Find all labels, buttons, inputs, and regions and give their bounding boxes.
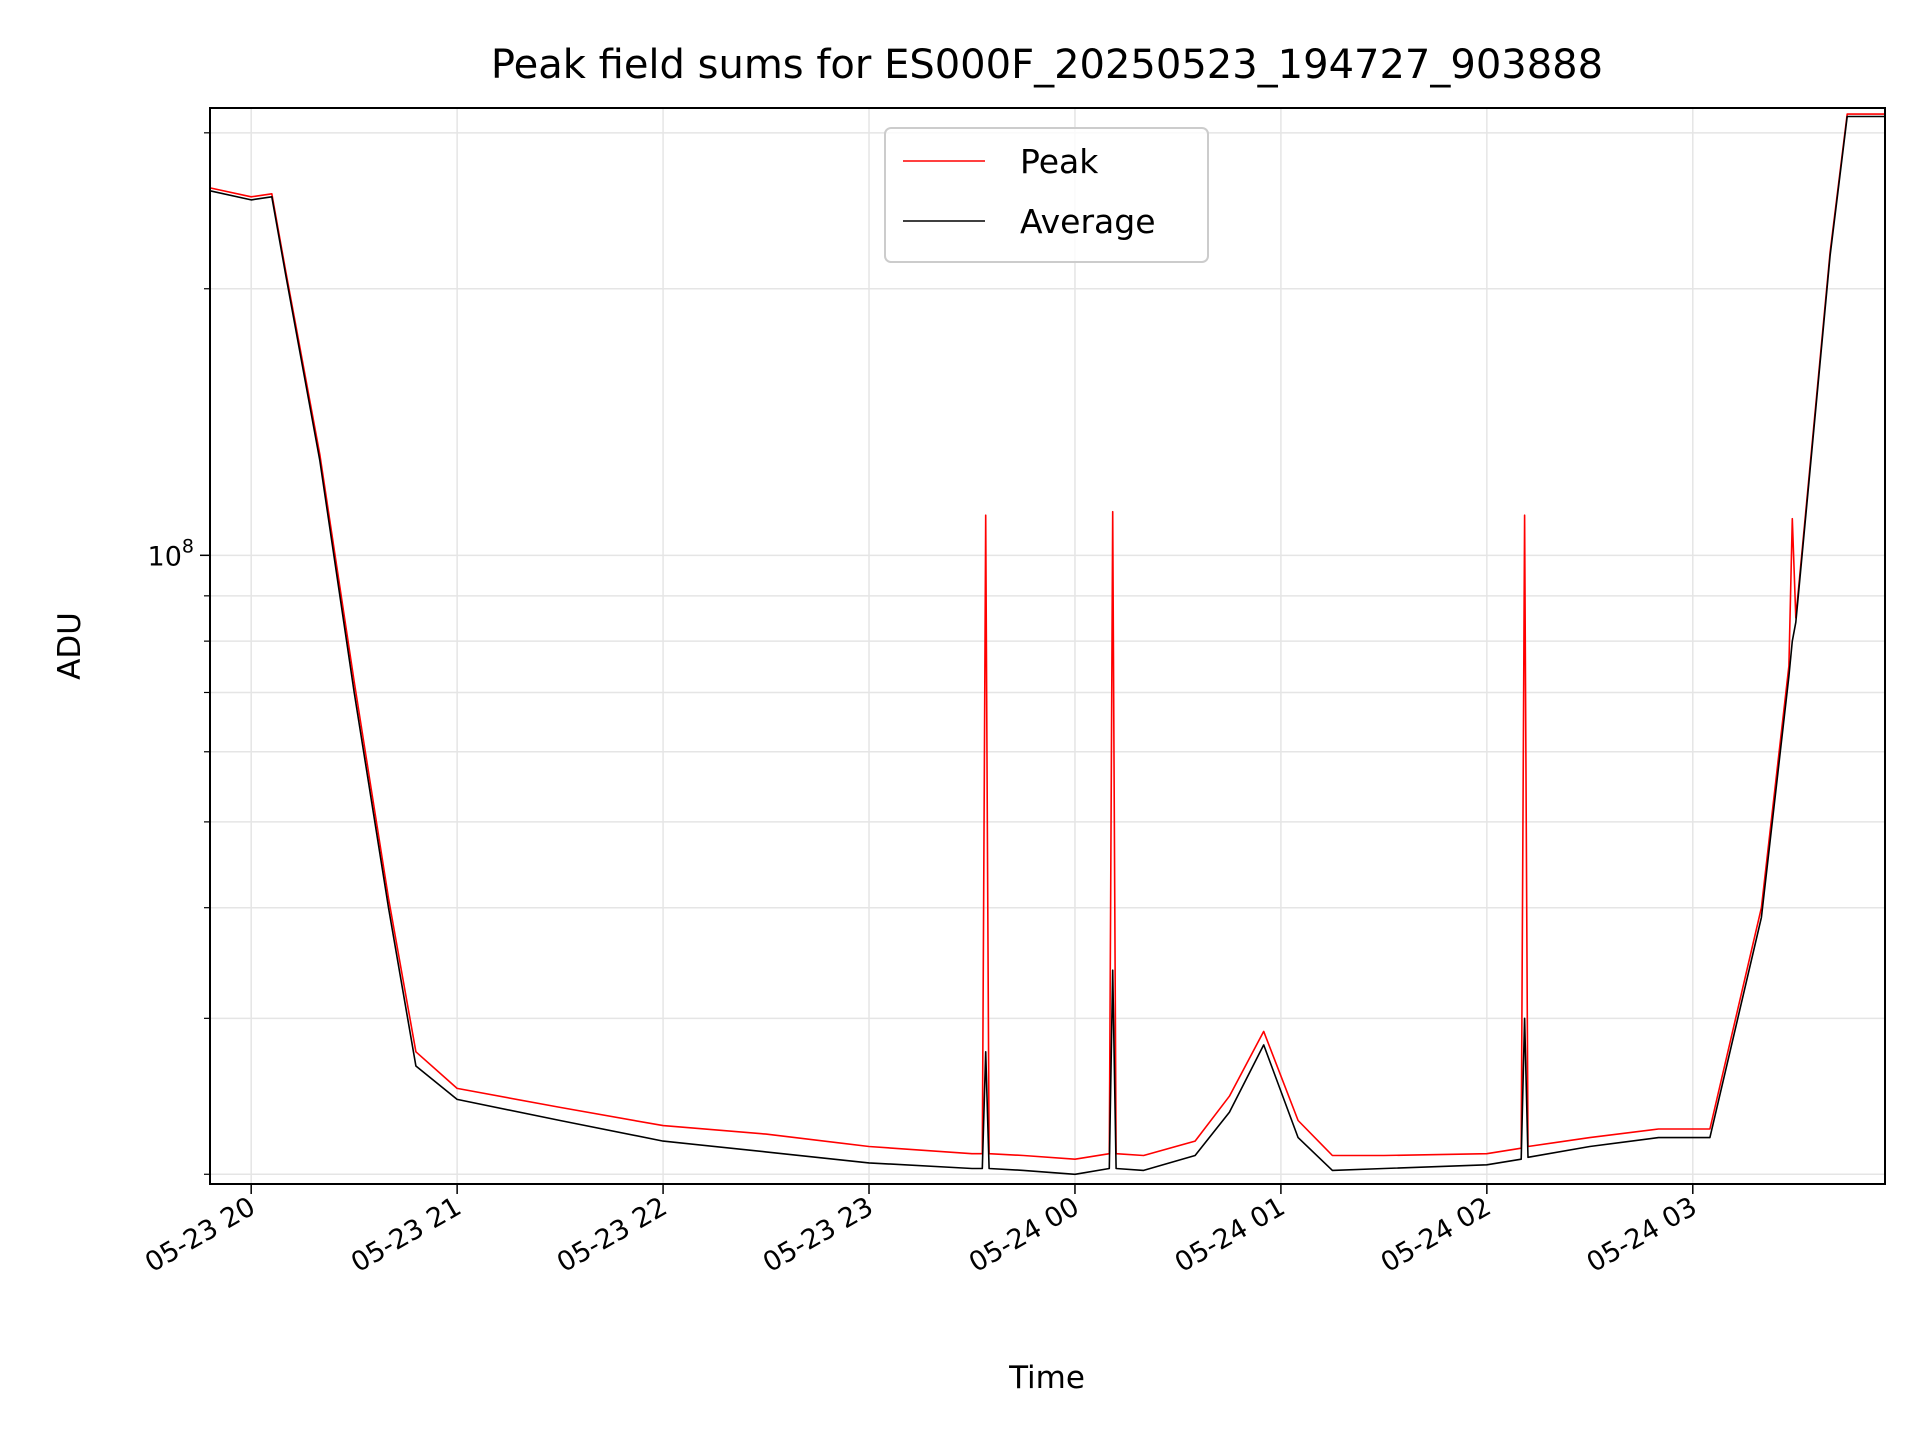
plot-lines	[209, 113, 1885, 1176]
x-axis-title: Time	[1008, 1360, 1085, 1396]
legend-peak-label: Peak	[1020, 142, 1099, 181]
y-axis: 108	[148, 132, 210, 1175]
series-line-average	[209, 115, 1885, 1176]
grid	[210, 108, 1885, 1184]
legend: Peak Average	[884, 127, 1209, 263]
y-axis-title: ADU	[52, 612, 88, 680]
plot-frame	[209, 107, 1886, 1185]
legend-average-label: Average	[1020, 202, 1156, 241]
y-tick-label: 108	[148, 535, 194, 572]
chart-title: Peak field sums for ES000F_20250523_1947…	[491, 42, 1603, 88]
